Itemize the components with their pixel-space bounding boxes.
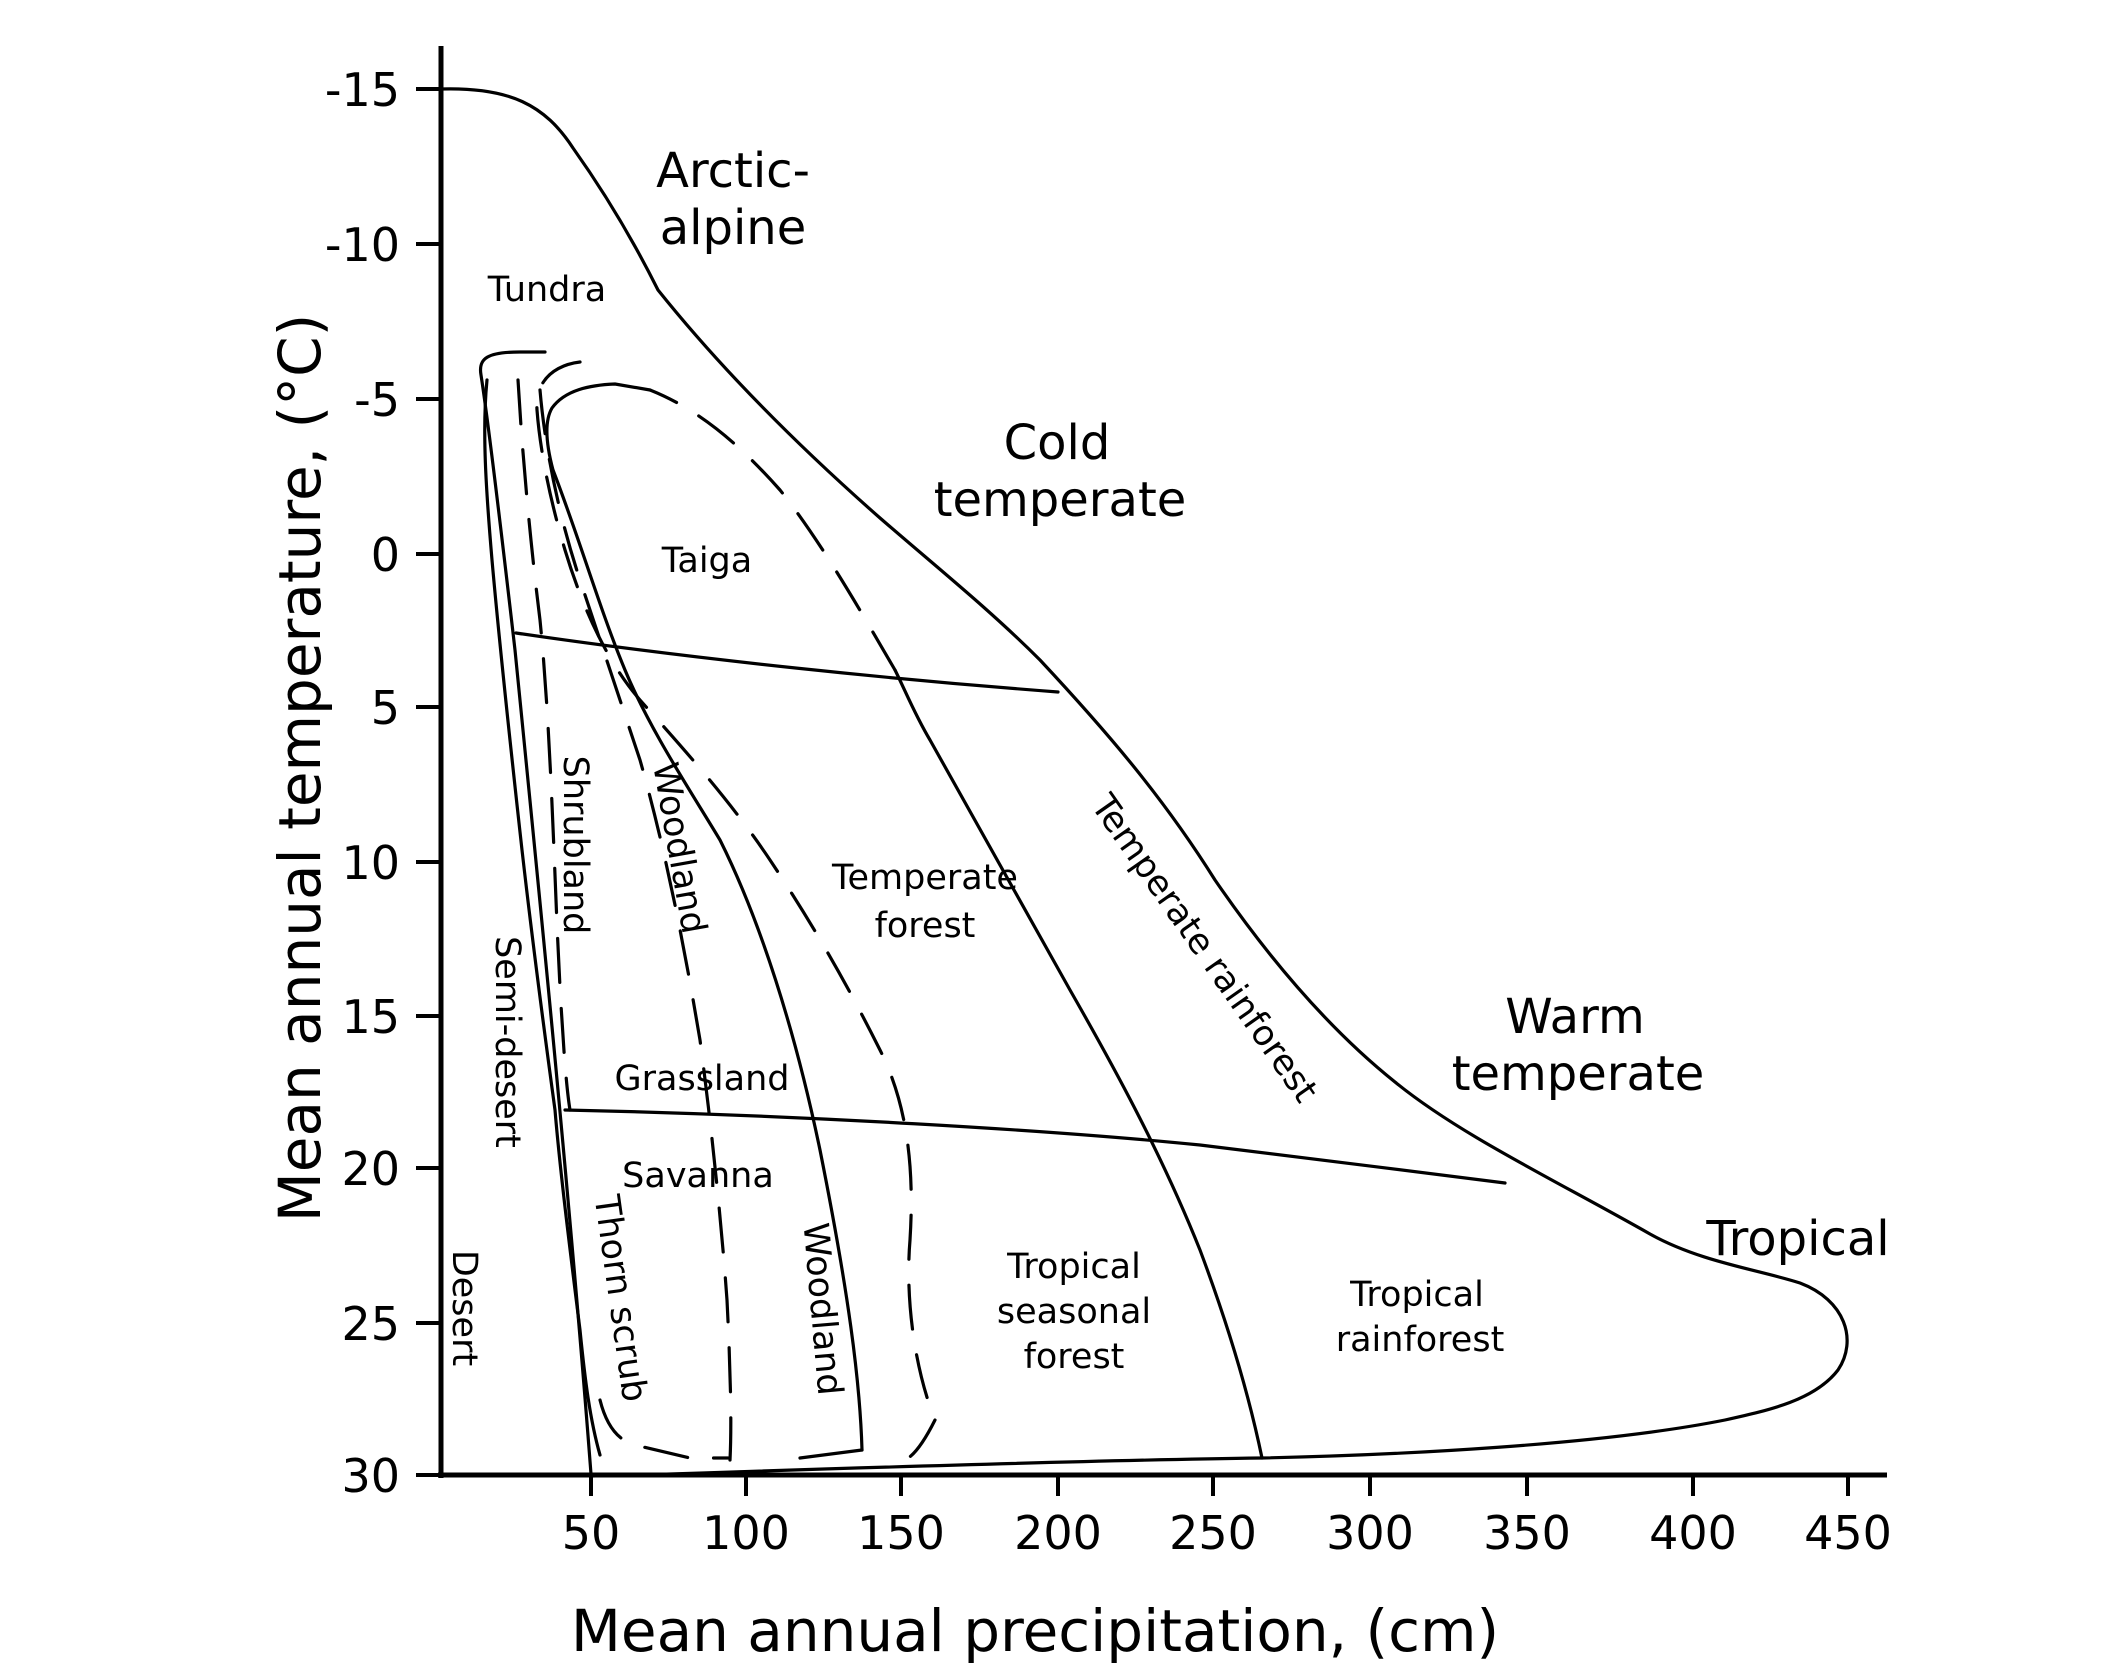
x-tick-label: 400 [1649, 1506, 1737, 1560]
zone-warm-temperate: Warm [1505, 989, 1644, 1045]
biome-shrubland: Shrubland [555, 756, 595, 935]
zone-line-warm [563, 1108, 1507, 1185]
biome-tropical-seasonal-forest: forest [1024, 1337, 1125, 1377]
y-tick-labels: -15 -10 -5 0 5 10 15 20 25 30 [325, 63, 400, 1503]
x-tick-label: 50 [562, 1506, 621, 1560]
zone-arctic-alpine: Arctic- [656, 143, 810, 199]
y-tick-label: 20 [341, 1142, 400, 1196]
biome-tundra: Tundra [487, 270, 606, 310]
inner-boundary [478, 350, 593, 1476]
x-tick-labels: 50 100 150 200 250 300 350 400 450 [562, 1506, 1892, 1560]
biome-tropical-seasonal-forest: seasonal [997, 1292, 1151, 1332]
outer-boundary [439, 87, 1849, 1478]
biome-desert: Desert [444, 1250, 484, 1366]
biome-temperate-rainforest: Temperate rainforest [1082, 787, 1325, 1110]
biome-thorn-scrub: Thorn scrub [585, 1192, 654, 1405]
x-axis-title: Mean annual precipitation, (cm) [571, 1597, 1499, 1665]
biome-taiga: Taiga [661, 541, 752, 581]
dashed-boundary-woodland [903, 1418, 937, 1462]
y-tick-label: -5 [354, 373, 400, 427]
biome-woodland-warm: Woodland [794, 1221, 849, 1397]
zone-tropical: Tropical [1705, 1211, 1889, 1267]
x-tick-label: 350 [1483, 1506, 1571, 1560]
x-axis-ticks [589, 1475, 1850, 1496]
y-axis-title: Mean annual temperature, (°C) [266, 314, 334, 1223]
biome-savanna: Savanna [622, 1156, 774, 1196]
biome-labels: Tundra Taiga Temperate forest Temperate … [444, 270, 1504, 1404]
zone-warm-temperate: temperate [1452, 1046, 1705, 1102]
biome-tropical-rainforest: Tropical [1349, 1275, 1484, 1315]
shrubland-edge [483, 378, 602, 1457]
biome-woodland-cold: Woodland [644, 759, 713, 936]
biome-temperate-forest: forest [875, 906, 976, 946]
dashed-boundary-taiga [648, 388, 897, 672]
woodland-boundary [545, 382, 864, 1452]
zone-labels: Arctic- alpine Cold temperate Warm tempe… [656, 143, 1890, 1267]
x-tick-label: 300 [1326, 1506, 1414, 1560]
x-tick-label: 200 [1014, 1506, 1102, 1560]
dashed-boundary-thornscrub [598, 1398, 730, 1460]
y-tick-label: 10 [341, 836, 400, 890]
y-tick-label: 0 [371, 528, 400, 582]
y-tick-label: -15 [325, 63, 400, 117]
y-tick-label: 25 [341, 1297, 400, 1351]
x-tick-label: 150 [857, 1506, 945, 1560]
y-tick-label: 5 [371, 681, 400, 735]
zone-cold-temperate: temperate [934, 472, 1187, 528]
biome-grassland: Grassland [615, 1059, 790, 1099]
x-tick-label: 450 [1804, 1506, 1892, 1560]
x-tick-label: 250 [1169, 1506, 1257, 1560]
dashed-boundary-inner [535, 360, 937, 1422]
biome-tropical-rainforest: rainforest [1336, 1320, 1505, 1360]
y-tick-label: 30 [341, 1449, 400, 1503]
x-tick-label: 100 [702, 1506, 790, 1560]
biome-tropical-seasonal-forest: Tropical [1006, 1247, 1141, 1287]
biome-temperate-forest: Temperate [831, 858, 1018, 898]
y-tick-label: 15 [341, 990, 400, 1044]
y-tick-label: -10 [325, 218, 400, 272]
zone-arctic-alpine: alpine [660, 200, 807, 256]
dashed-boundary-savanna [538, 388, 733, 1462]
y-axis-ticks [416, 87, 441, 1477]
biome-semi-desert: Semi-desert [487, 936, 527, 1148]
woodland-base [798, 1448, 864, 1460]
zone-cold-temperate: Cold [1004, 415, 1111, 471]
dashed-boundary-grassland [516, 378, 572, 1112]
forest-boundary [893, 668, 1264, 1460]
zone-line-cold [514, 631, 1060, 694]
